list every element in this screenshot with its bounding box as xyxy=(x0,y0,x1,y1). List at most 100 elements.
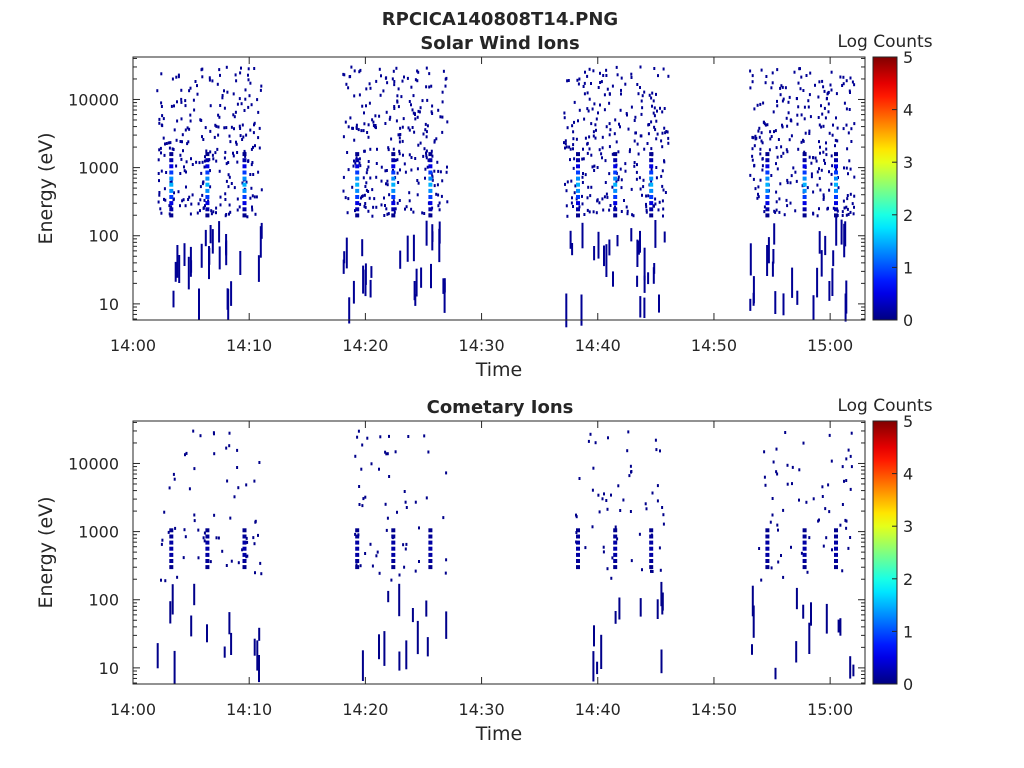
count-cell xyxy=(215,124,218,128)
count-cell xyxy=(602,74,605,77)
count-cell xyxy=(364,552,367,555)
count-cell xyxy=(818,231,821,254)
count-cell xyxy=(821,79,824,83)
count-cell xyxy=(825,153,828,157)
count-cell xyxy=(387,212,390,216)
count-cell xyxy=(175,75,178,79)
count-cell xyxy=(158,191,161,194)
count-cell xyxy=(365,188,368,192)
count-cell xyxy=(844,293,847,322)
count-cell xyxy=(630,72,633,76)
peak-cell xyxy=(428,188,433,193)
count-cell xyxy=(361,194,364,198)
count-cell xyxy=(751,74,754,78)
count-cell xyxy=(241,138,244,141)
count-cell xyxy=(190,615,193,637)
count-cell xyxy=(588,67,591,71)
count-cell xyxy=(424,122,427,126)
count-cell xyxy=(825,141,827,145)
count-cell xyxy=(223,89,225,93)
count-cell xyxy=(850,140,853,143)
count-cell xyxy=(214,151,217,155)
peak-cell xyxy=(391,565,396,570)
count-cell xyxy=(572,137,575,141)
count-cell xyxy=(782,575,785,579)
count-cell xyxy=(849,536,852,539)
count-cell xyxy=(609,128,612,132)
peak-cell xyxy=(649,552,654,557)
peak-cell xyxy=(802,182,807,187)
count-cell xyxy=(631,213,634,217)
count-cell xyxy=(172,472,175,476)
count-cell xyxy=(388,193,391,197)
count-cell xyxy=(225,564,228,567)
count-cell xyxy=(424,167,427,171)
count-cell xyxy=(812,295,815,320)
count-cell xyxy=(580,294,583,326)
count-cell xyxy=(225,65,228,69)
count-cell xyxy=(591,165,594,169)
count-cell xyxy=(749,86,752,90)
peak-cell xyxy=(649,534,654,539)
count-cell xyxy=(160,578,162,582)
count-cell xyxy=(592,466,595,470)
count-cell xyxy=(779,86,782,90)
count-cell xyxy=(163,187,166,191)
count-cell xyxy=(347,168,350,172)
count-cell xyxy=(596,199,599,203)
cometary-y-tick-label: 10 xyxy=(99,659,119,678)
count-cell xyxy=(749,243,752,276)
count-cell xyxy=(816,267,819,298)
count-cell xyxy=(215,159,218,163)
count-cell xyxy=(655,92,657,96)
count-cell xyxy=(784,86,787,90)
count-cell xyxy=(173,191,175,195)
count-cell xyxy=(411,108,414,112)
count-cell xyxy=(757,129,760,133)
count-cell xyxy=(203,539,206,543)
count-cell xyxy=(359,164,362,168)
count-cell xyxy=(837,619,840,633)
peak-cell xyxy=(391,213,396,218)
peak-cell xyxy=(834,528,838,533)
count-cell xyxy=(849,656,852,679)
count-cell xyxy=(217,125,220,129)
count-cell xyxy=(184,104,187,108)
peak-cell xyxy=(576,188,580,193)
count-cell xyxy=(662,207,665,211)
peak-cell xyxy=(613,540,618,545)
count-cell xyxy=(342,72,345,76)
count-cell xyxy=(751,154,754,158)
count-cell xyxy=(235,140,237,144)
count-cell xyxy=(759,147,762,151)
count-cell xyxy=(360,129,363,133)
count-cell xyxy=(587,439,590,443)
count-cell xyxy=(257,170,260,174)
peak-cell xyxy=(428,546,433,551)
count-cell xyxy=(425,135,428,139)
peak-cell xyxy=(391,534,396,539)
count-cell xyxy=(251,194,254,198)
count-cell xyxy=(228,134,231,138)
count-cell xyxy=(446,200,449,204)
count-cell xyxy=(385,169,388,172)
count-cell xyxy=(417,143,420,147)
peak-cell xyxy=(802,195,807,199)
count-cell xyxy=(168,146,171,150)
count-cell xyxy=(260,188,263,192)
count-cell xyxy=(254,520,257,524)
cometary-colorbar-box xyxy=(872,420,898,685)
count-cell xyxy=(349,116,352,120)
peak-cell xyxy=(834,188,838,193)
count-cell xyxy=(789,119,792,122)
count-cell xyxy=(814,156,817,160)
count-cell xyxy=(346,211,349,215)
count-cell xyxy=(758,547,761,550)
count-cell xyxy=(361,504,364,508)
figure-title: RPCICA140808T14.PNG xyxy=(382,9,618,30)
count-cell xyxy=(204,229,207,247)
peak-cell xyxy=(765,201,770,206)
count-cell xyxy=(410,103,412,107)
count-cell xyxy=(424,128,427,132)
count-cell xyxy=(572,143,575,147)
